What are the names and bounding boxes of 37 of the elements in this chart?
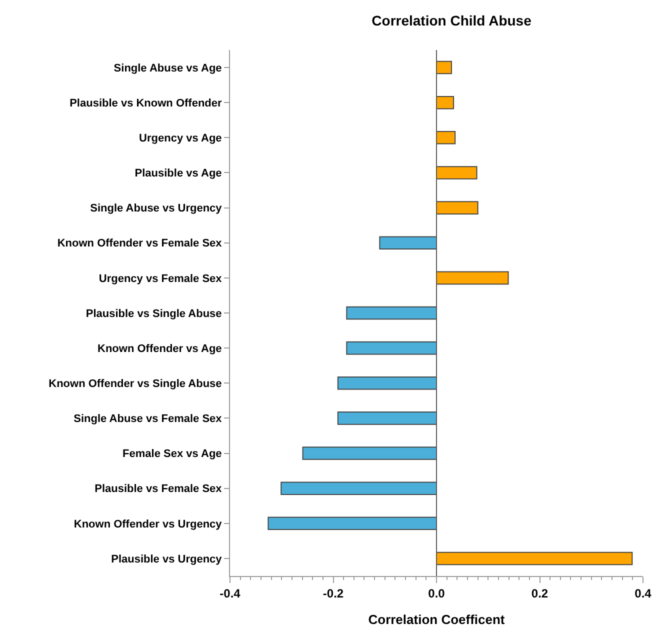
bar [337, 376, 437, 390]
y-tick-label: Urgency vs Age [139, 132, 222, 145]
y-tick-label: Female Sex vs Age [122, 448, 222, 460]
y-tick-label: Plausible vs Age [134, 168, 222, 180]
x-tick-label: -0.2 [322, 586, 344, 600]
x-axis-title: Correlation Coefficent [368, 612, 506, 627]
bar [436, 552, 633, 566]
bar [436, 131, 456, 144]
bar [268, 516, 437, 530]
bar [436, 166, 478, 180]
x-tick-label: 0.4 [634, 586, 652, 600]
y-tick-label: Plausible vs Known Offender [70, 97, 223, 110]
y-tick-label: Known Offender vs Age [98, 342, 222, 355]
y-tick-label: Single Abuse vs Urgency [90, 202, 223, 215]
bar [346, 341, 437, 355]
bar [346, 306, 437, 320]
chart-title: Correlation Child Abuse [372, 12, 532, 29]
y-tick-label: Known Offender vs Urgency [74, 518, 223, 530]
y-tick-label: Plausible vs Urgency [111, 553, 223, 566]
y-tick-label: Known Offender vs Female Sex [57, 238, 223, 250]
bar [302, 446, 437, 460]
bar [436, 96, 454, 110]
bar [436, 271, 509, 285]
y-tick-label: Plausible vs Female Sex [94, 483, 223, 496]
x-tick-label: 0.0 [428, 586, 446, 600]
x-tick-label: 0.2 [531, 586, 548, 600]
bar [337, 412, 437, 425]
bar [436, 60, 452, 74]
bar [436, 201, 478, 214]
y-tick-label: Plausible vs Single Abuse [86, 308, 222, 320]
bar [280, 482, 437, 495]
y-tick-label: Urgency vs Female Sex [98, 272, 223, 285]
x-tick-label: -0.4 [220, 586, 241, 600]
bar [379, 236, 437, 250]
y-tick-label: Single Abuse vs Female Sex [74, 413, 223, 426]
y-tick-label: Known Offender vs Single Abuse [48, 378, 222, 390]
y-tick-label: Single Abuse vs Age [114, 62, 222, 74]
